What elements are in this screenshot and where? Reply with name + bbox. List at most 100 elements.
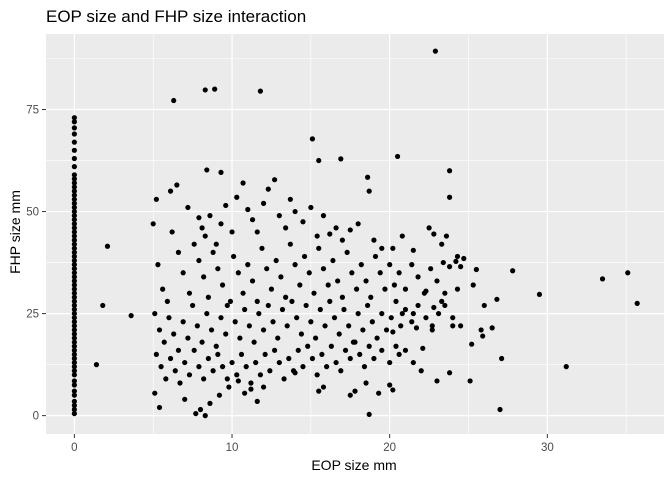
data-point [301,253,308,260]
data-point [289,298,295,304]
data-point [358,262,364,268]
data-point [71,164,77,170]
data-point [390,329,396,335]
data-point [308,204,314,211]
data-point [215,266,221,272]
data-point [71,237,77,243]
data-point [201,274,207,280]
data-point [287,196,293,202]
data-point [71,200,77,206]
data-point [333,359,339,366]
data-point [333,225,339,231]
data-point [292,370,298,376]
data-point [410,247,416,253]
data-point [418,368,424,374]
data-point [231,253,237,260]
data-point [186,290,193,296]
data-point [156,327,163,333]
data-point [317,306,323,313]
data-point [366,411,372,418]
data-point [212,86,218,92]
data-point [224,376,230,382]
data-point [226,384,232,390]
data-point [71,323,77,329]
data-point [169,229,175,235]
data-point [369,319,375,325]
data-point [213,343,219,349]
data-point [248,386,254,392]
data-point [415,302,421,309]
data-point [361,364,368,370]
data-point [71,378,77,384]
data-point [254,298,260,304]
data-point [229,229,235,235]
data-point [376,390,382,396]
data-point [428,266,434,272]
data-point [393,298,399,304]
data-point [71,406,77,413]
data-point [71,139,77,145]
data-point [268,286,275,292]
data-point [320,213,327,219]
data-point [409,262,415,268]
data-point [245,262,251,268]
data-point [374,335,380,341]
data-point [439,298,445,304]
y-tick-label: 50 [26,207,39,219]
data-point [379,310,385,317]
data-point [156,404,163,411]
data-point [295,347,301,353]
data-point [223,202,229,209]
data-point [237,335,243,341]
data-point [164,298,170,304]
data-point [216,392,223,398]
data-point [446,264,453,270]
data-point [71,176,77,182]
data-point [201,376,207,382]
data-point [423,288,429,294]
data-point [260,200,267,206]
data-point [153,351,159,358]
data-point [71,221,77,227]
data-point [218,169,224,175]
data-point [161,339,167,345]
data-point [383,327,390,333]
data-point [338,368,344,374]
data-point [205,294,211,300]
data-point [174,182,180,188]
data-point [316,245,322,251]
data-point [199,339,205,345]
data-point [167,355,174,362]
data-point [223,331,229,337]
data-point [409,319,415,325]
data-point [415,274,421,280]
data-point [305,343,311,349]
data-point [372,253,379,260]
data-point [431,231,437,237]
data-point [273,257,279,264]
data-point [440,259,446,266]
data-point [393,343,399,349]
data-point [215,351,221,358]
data-point [391,282,398,288]
data-point [185,204,191,211]
data-point [71,204,77,211]
data-point [71,172,77,178]
data-point [71,184,77,190]
data-point [349,270,355,276]
data-point [71,188,77,194]
data-point [240,180,246,186]
data-point [71,392,77,398]
data-point [276,213,282,219]
data-point [204,167,210,173]
data-point [410,310,416,317]
data-point [292,208,298,215]
data-point [439,241,445,247]
data-point [287,241,293,247]
data-point [71,147,77,153]
data-point [208,327,215,333]
data-point [357,351,363,358]
data-point [278,274,284,280]
data-point [71,233,77,239]
